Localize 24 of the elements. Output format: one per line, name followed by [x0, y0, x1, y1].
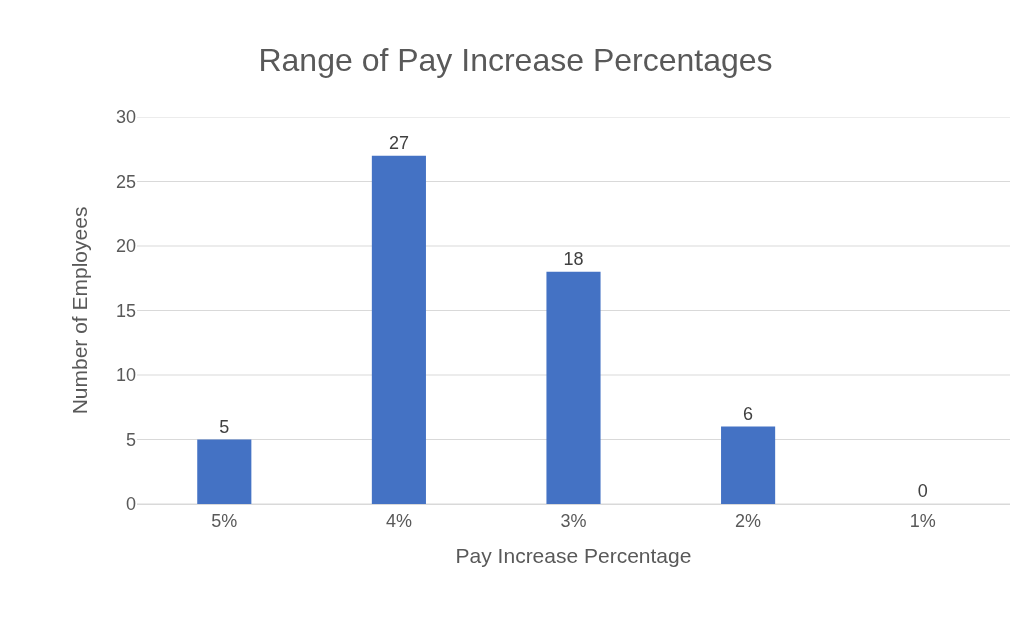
x-tick-label: 3%	[560, 510, 587, 531]
data-label: 18	[563, 248, 584, 269]
chart-title: Range of Pay Increase Percentages	[258, 41, 773, 78]
y-tick-label: 30	[115, 107, 136, 128]
data-label: 6	[743, 403, 754, 424]
x-axis-title: Pay Increase Percentage	[455, 543, 692, 567]
y-tick-label: 20	[115, 236, 136, 257]
x-tick-label: 5%	[211, 510, 238, 531]
y-tick-label: 10	[115, 365, 136, 386]
x-tick-label: 2%	[735, 510, 762, 531]
x-tick-label: 1%	[909, 510, 936, 531]
y-tick-label: 5	[125, 429, 136, 450]
y-tick-label: 0	[125, 494, 136, 515]
y-axis-title: Number of Employees	[68, 206, 92, 415]
bar	[197, 439, 252, 504]
bar	[371, 155, 426, 504]
y-tick-label: 15	[115, 300, 136, 321]
bar	[721, 426, 776, 504]
bar	[546, 271, 601, 504]
x-tick-label: 4%	[385, 510, 412, 531]
data-label: 0	[917, 481, 928, 501]
data-label: 27	[388, 132, 409, 153]
data-label: 5	[219, 416, 230, 437]
y-tick-label: 25	[115, 171, 136, 192]
